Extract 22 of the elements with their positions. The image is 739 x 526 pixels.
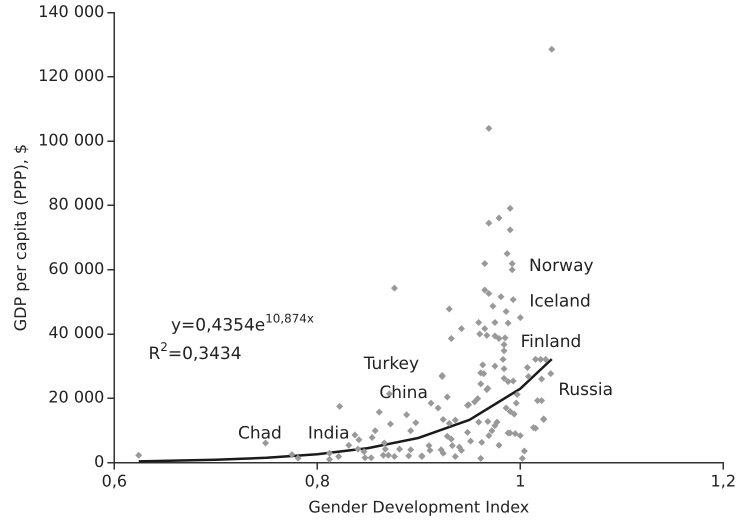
y-tick-label: 140 000 [38,2,104,21]
annotation: Norway [529,256,594,276]
y-tick-label: 100 000 [38,130,104,150]
y-tick-label: 60 000 [48,258,104,278]
x-tick-label: 0,6 [102,471,128,490]
y-tick-label: 120 000 [38,66,104,86]
y-tick-label: 40 000 [48,323,104,342]
y-tick-label: 0 [94,452,104,471]
x-tick-label: 1,2 [710,471,736,490]
x-axis-title: Gender Development Index [308,498,530,517]
annotation: Iceland [529,291,591,312]
y-tick-label: 80 000 [48,194,104,214]
annotation: Turkey [362,354,420,374]
annotation: Chad [238,424,282,444]
annotation: Russia [558,380,614,400]
x-tick-label: 0,8 [304,471,330,490]
y-tick-label: 20 000 [48,387,104,406]
annotation: India [308,424,350,444]
annotation: Finland [520,332,582,352]
annotation: China [379,383,428,404]
y-axis-title: GDP per capita (PPP), $ [10,144,30,332]
x-tick-label: 1 [515,471,526,490]
